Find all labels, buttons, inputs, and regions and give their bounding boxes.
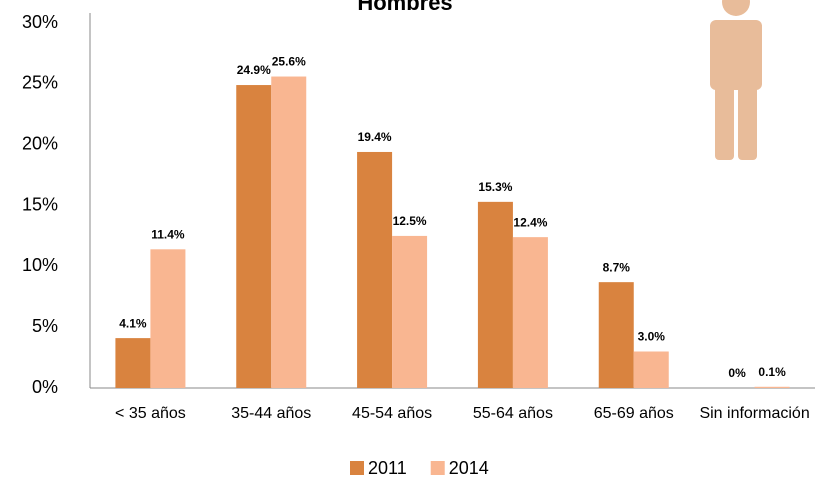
value-label: 15.3% bbox=[478, 180, 512, 194]
legend-swatch bbox=[350, 461, 364, 475]
bar bbox=[150, 249, 186, 388]
bar bbox=[598, 282, 634, 388]
x-tick-label: < 35 años bbox=[115, 405, 186, 422]
value-label: 24.9% bbox=[237, 63, 271, 77]
x-tick-label: 55-64 años bbox=[473, 405, 553, 422]
x-tick-label: 35-44 años bbox=[231, 405, 311, 422]
bar bbox=[754, 386, 790, 388]
value-label: 12.5% bbox=[393, 214, 427, 228]
y-tick-label: 25% bbox=[22, 73, 58, 93]
y-tick-label: 10% bbox=[22, 255, 58, 275]
bar bbox=[271, 76, 307, 389]
value-label: 0% bbox=[728, 366, 746, 380]
legend-swatch bbox=[430, 461, 445, 475]
chart-title: Hombres bbox=[357, 0, 452, 15]
x-tick-label: Sin información bbox=[699, 405, 809, 422]
bar bbox=[236, 85, 272, 389]
legend-label: 2011 bbox=[368, 458, 407, 478]
value-label: 8.7% bbox=[603, 260, 631, 274]
bar bbox=[477, 201, 513, 388]
y-tick-label: 20% bbox=[22, 133, 58, 153]
y-tick-label: 30% bbox=[22, 12, 58, 32]
person-icon bbox=[710, 0, 762, 160]
bar bbox=[633, 351, 669, 388]
x-tick-label: 65-69 años bbox=[594, 405, 674, 422]
value-label: 11.4% bbox=[151, 227, 185, 241]
x-tick-label: 45-54 años bbox=[352, 405, 432, 422]
y-tick-label: 0% bbox=[32, 377, 58, 397]
y-tick-label: 15% bbox=[22, 194, 58, 214]
bar bbox=[512, 237, 548, 388]
bar bbox=[392, 235, 428, 388]
value-label: 25.6% bbox=[272, 55, 306, 69]
value-label: 4.1% bbox=[119, 316, 147, 330]
value-label: 3.0% bbox=[638, 330, 666, 344]
bar bbox=[357, 151, 393, 388]
legend-label: 2014 bbox=[449, 458, 489, 478]
value-label: 19.4% bbox=[358, 130, 392, 144]
value-label: 12.4% bbox=[513, 215, 547, 229]
bar bbox=[115, 338, 151, 388]
y-tick-label: 5% bbox=[32, 316, 58, 336]
value-label: 0.1% bbox=[758, 365, 786, 379]
